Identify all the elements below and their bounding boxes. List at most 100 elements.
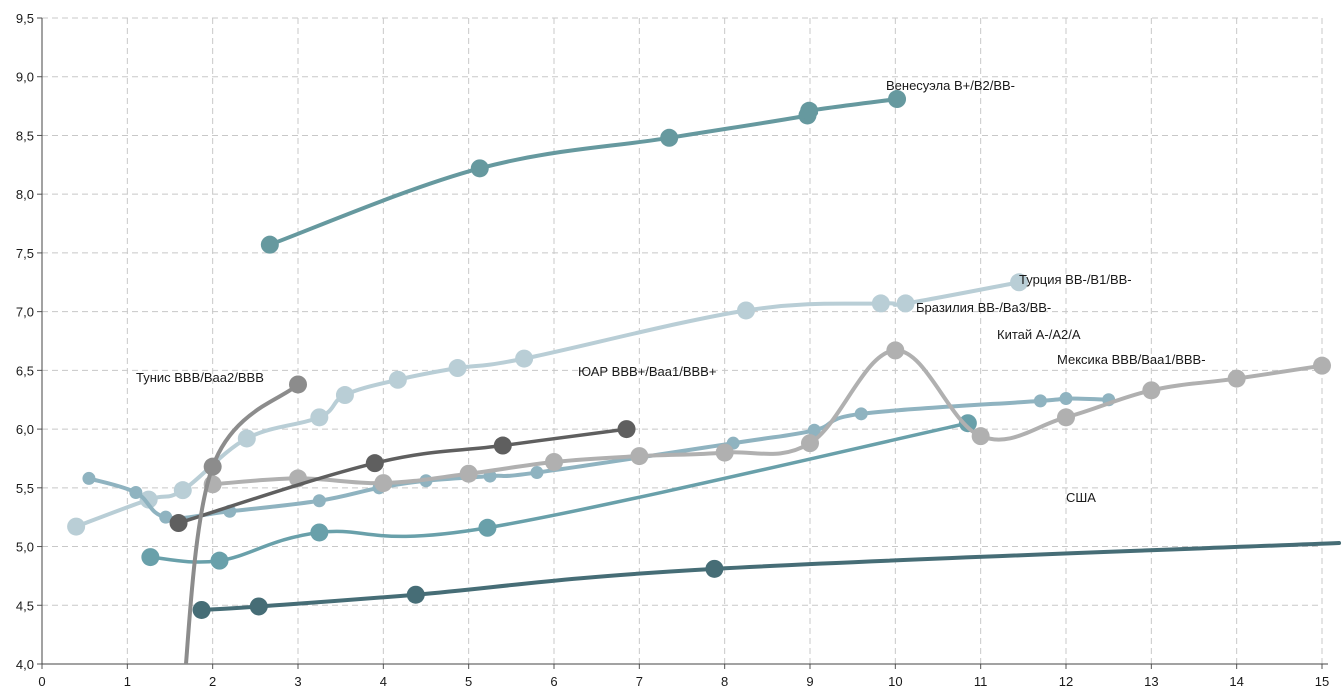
- data-point: [530, 466, 544, 480]
- y-tick-label: 7,5: [16, 246, 34, 261]
- data-point: [705, 559, 724, 578]
- x-tick-label: 4: [380, 674, 387, 689]
- data-point: [210, 551, 229, 570]
- data-point: [448, 359, 467, 378]
- series-labels: Венесуэла B+/B2/BB- Турция BB-/B1/BB- Бр…: [136, 78, 1206, 505]
- data-point: [737, 301, 755, 320]
- data-point: [660, 128, 679, 147]
- data-point: [1033, 394, 1047, 408]
- series-line: [176, 427, 629, 525]
- x-tick-label: 7: [636, 674, 643, 689]
- data-point: [493, 436, 512, 455]
- data-point: [67, 517, 86, 536]
- data-point: [896, 294, 915, 313]
- data-point: [1010, 273, 1029, 292]
- series-label-tunisia: Тунис BBB/Baa2/BBB: [136, 370, 264, 385]
- series-6: [184, 375, 307, 664]
- data-point: [388, 370, 407, 389]
- y-tick-label: 9,5: [16, 11, 34, 26]
- data-point: [617, 420, 636, 439]
- data-point: [159, 510, 173, 524]
- data-point: [374, 474, 393, 493]
- data-point: [478, 518, 497, 537]
- data-point: [715, 443, 734, 462]
- x-tick-label: 8: [721, 674, 728, 689]
- x-tick-label: 12: [1059, 674, 1073, 689]
- series-line: [184, 382, 300, 664]
- data-point: [82, 471, 96, 485]
- data-point: [192, 600, 211, 619]
- x-tick-label: 10: [888, 674, 902, 689]
- data-point: [310, 523, 329, 542]
- x-tick-label: 0: [38, 674, 45, 689]
- y-tick-label: 8,0: [16, 187, 34, 202]
- data-point: [173, 481, 192, 500]
- y-tick-label: 7,0: [16, 305, 34, 320]
- y-tick-label: 5,5: [16, 481, 34, 496]
- x-tick-label: 1: [124, 674, 131, 689]
- data-point: [1057, 408, 1075, 427]
- data-point: [958, 414, 977, 433]
- data-point: [630, 447, 649, 466]
- data-point: [1227, 369, 1246, 388]
- axes: 0 1 2 3 4 5 6 7 8 9 10 11 12 13 14 154,04,55,05,56,06,5…: [16, 11, 1329, 689]
- y-tick-label: 9,0: [16, 70, 34, 85]
- y-tick-label: 5,0: [16, 540, 34, 555]
- data-point: [971, 427, 990, 446]
- data-point: [129, 486, 143, 500]
- data-point: [459, 464, 478, 483]
- series-label-usa: США: [1066, 490, 1096, 505]
- data-point: [203, 457, 222, 476]
- data-point: [335, 386, 354, 405]
- data-point: [365, 454, 384, 473]
- x-tick-label: 14: [1229, 674, 1243, 689]
- data-point: [310, 408, 329, 427]
- x-tick-label: 2: [209, 674, 216, 689]
- data-point: [470, 159, 489, 178]
- data-point: [515, 349, 534, 368]
- y-tick-label: 4,0: [16, 657, 34, 672]
- series-5: [169, 420, 636, 533]
- grid-lines: [42, 17, 1323, 664]
- series-line: [210, 348, 1324, 487]
- series-layer: [67, 90, 1342, 664]
- series-label-south-africa: ЮАР BBB+/Baa1/BBB+: [578, 364, 716, 379]
- x-tick-label: 9: [806, 674, 813, 689]
- series-label-brazil: Бразилия BB-/Ba3/BB-: [916, 300, 1051, 315]
- series-4: [203, 341, 1331, 494]
- y-tick-label: 8,5: [16, 128, 34, 143]
- x-tick-label: 5: [465, 674, 472, 689]
- y-tick-label: 6,0: [16, 422, 34, 437]
- data-point: [260, 235, 279, 254]
- series-0: [260, 90, 907, 254]
- series-label-china: Китай A-/A2/A: [997, 327, 1081, 342]
- data-point: [237, 429, 256, 448]
- y-tick-label: 4,5: [16, 598, 34, 613]
- data-point: [406, 585, 425, 604]
- data-point: [800, 101, 819, 120]
- data-point: [801, 434, 819, 453]
- data-point: [871, 294, 890, 313]
- data-point: [807, 423, 821, 437]
- series-label-mexico: Мексика BBB/Baa1/BBB-: [1057, 352, 1206, 367]
- data-point: [888, 90, 907, 109]
- y-tick-label: 6,5: [16, 363, 34, 378]
- series-1: [67, 273, 1029, 536]
- data-point: [312, 494, 326, 508]
- x-tick-label: 13: [1144, 674, 1158, 689]
- data-point: [854, 407, 868, 421]
- data-point: [1142, 381, 1161, 400]
- data-point: [1313, 356, 1331, 375]
- data-point: [249, 597, 268, 616]
- x-tick-label: 11: [974, 674, 988, 689]
- series-label-venezuela: Венесуэла B+/B2/BB-: [886, 78, 1015, 93]
- series-line: [199, 541, 1342, 612]
- data-point: [169, 514, 188, 533]
- series-7: [192, 541, 1342, 619]
- series-label-turkey: Турция BB-/B1/BB-: [1019, 272, 1132, 287]
- data-point: [139, 490, 158, 509]
- x-tick-label: 6: [550, 674, 557, 689]
- x-tick-label: 3: [294, 674, 301, 689]
